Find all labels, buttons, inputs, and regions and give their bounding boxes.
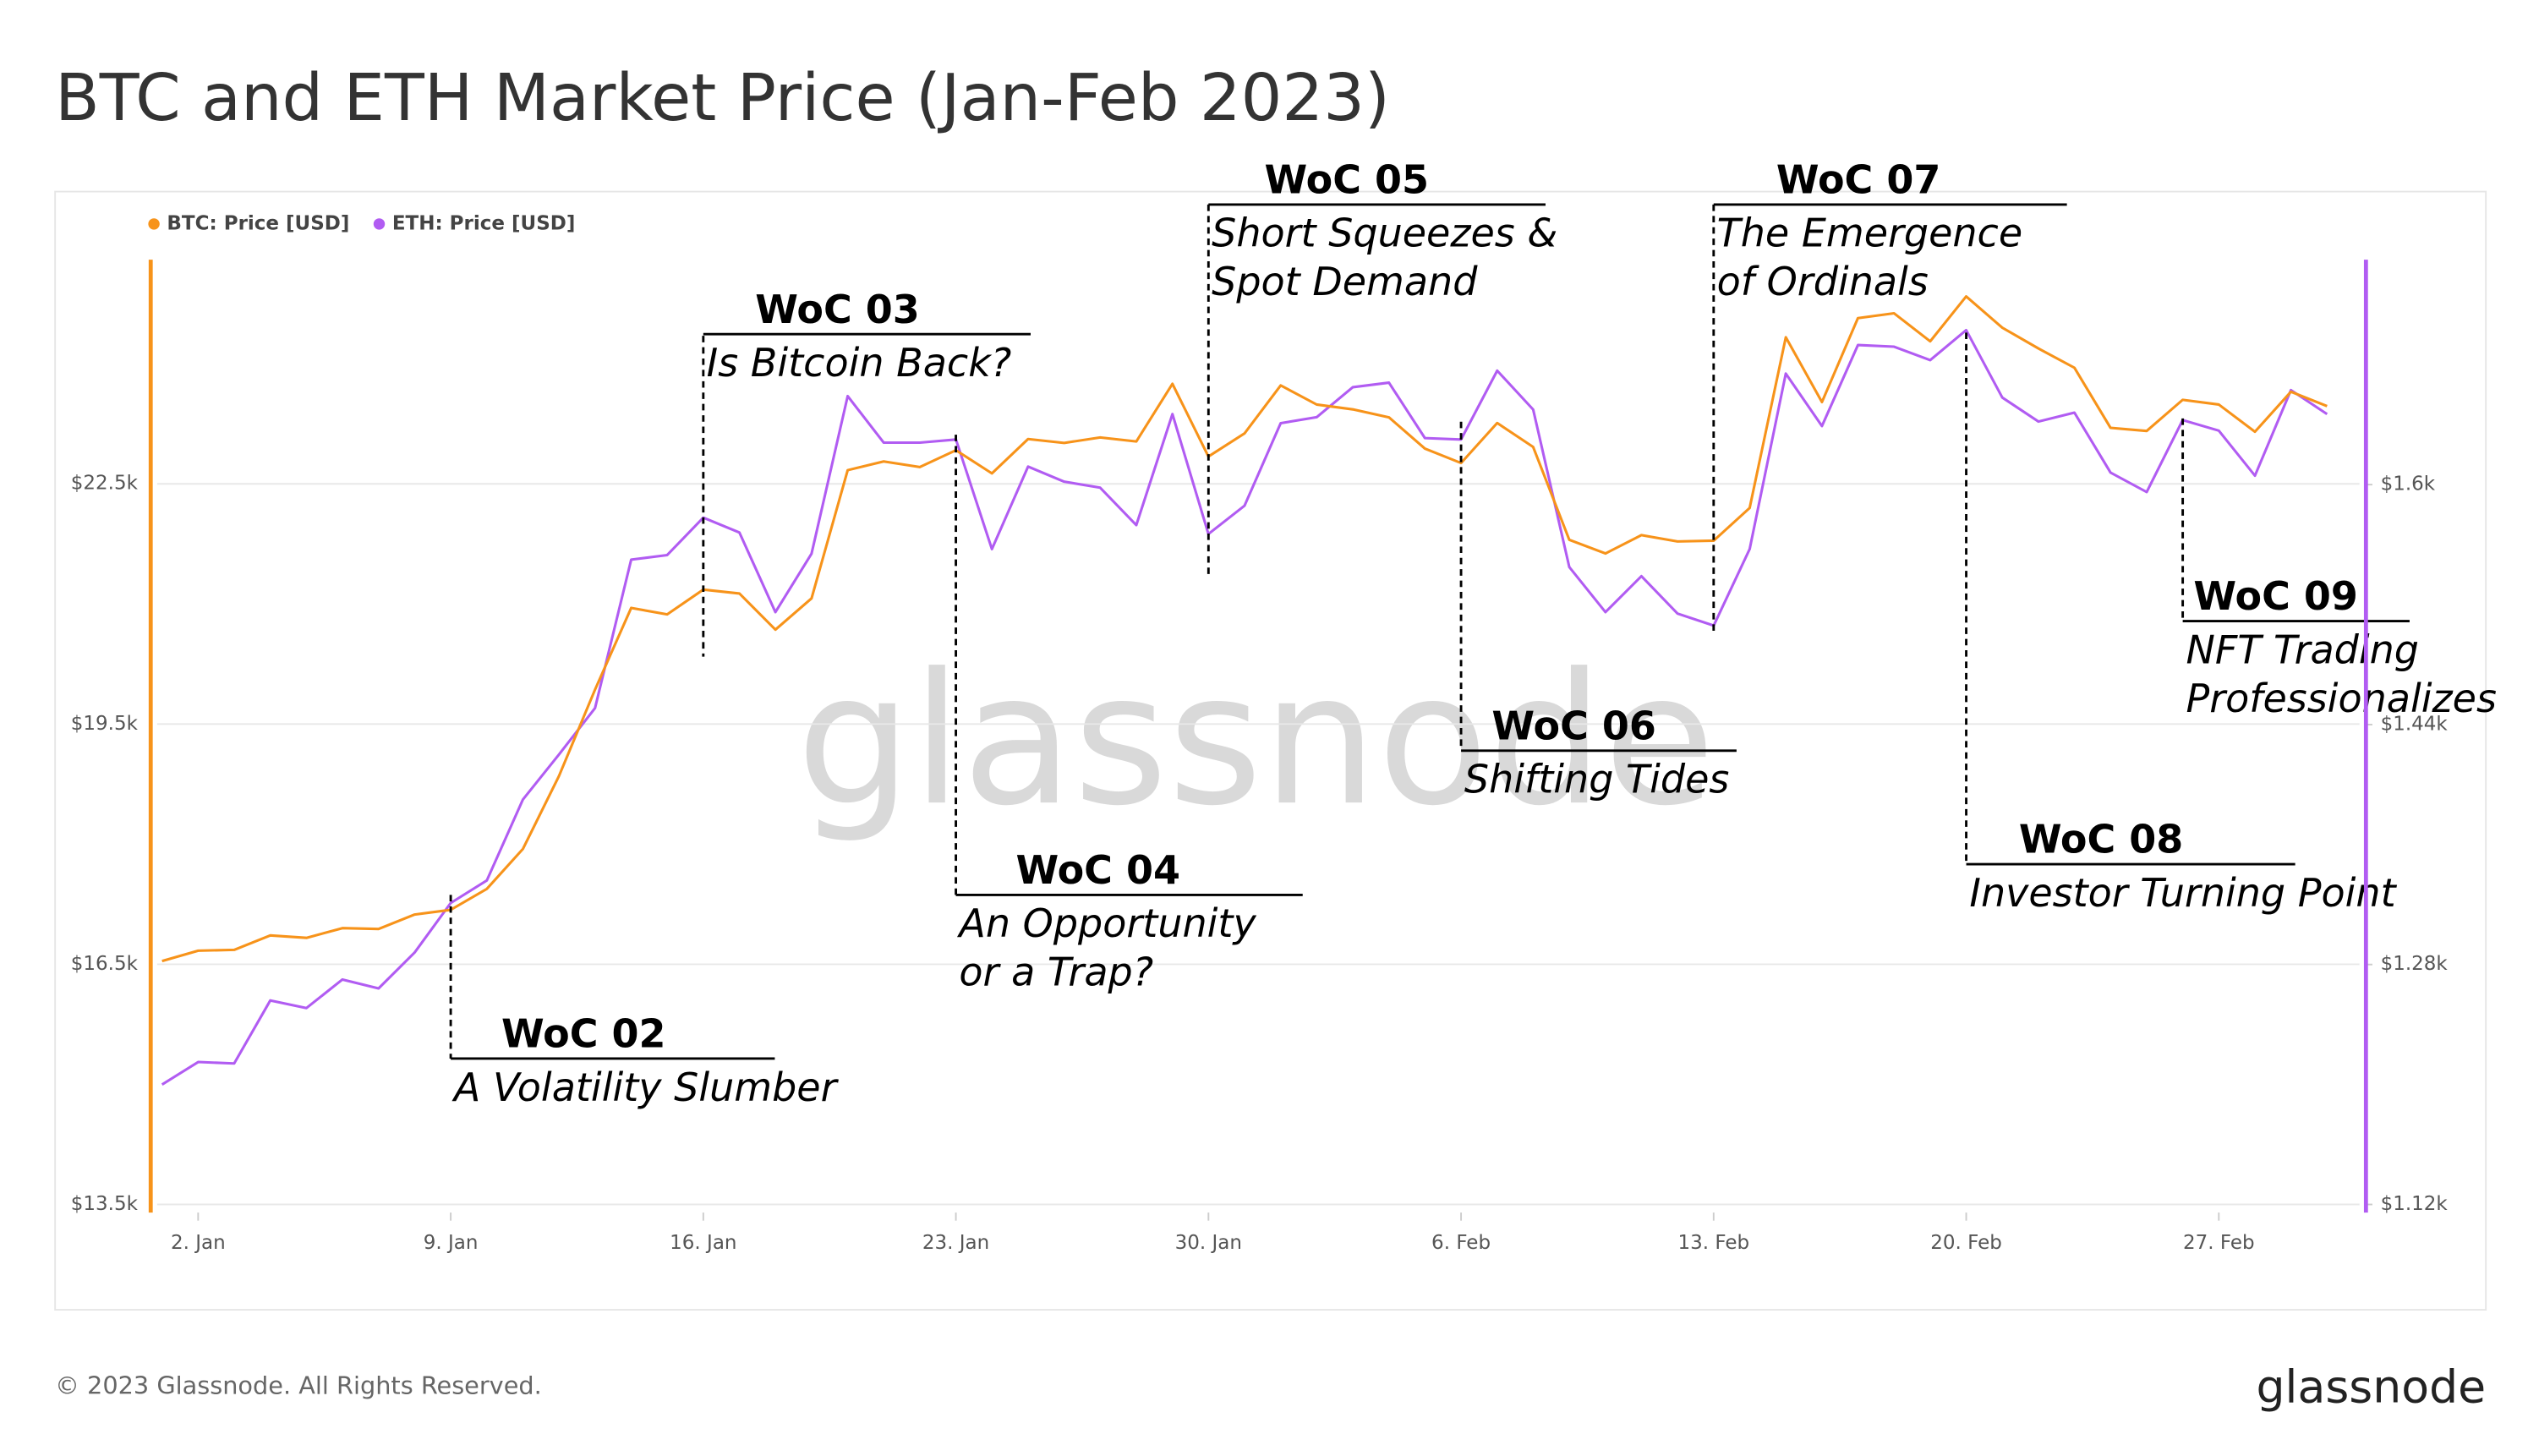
annotation-title: WoC 06: [1491, 703, 1656, 748]
annotation-text: NFT Trading: [2186, 627, 2419, 672]
y-tick-label: $19.5k: [71, 713, 139, 735]
annotation-text: of Ordinals: [1717, 259, 1929, 304]
axes: $13.5k $16.5k $19.5k $22.5k $1.12k $1.28k $1.4…: [71, 212, 2449, 1254]
annotation-text: Shifting Tides: [1464, 757, 1729, 802]
annotation-title: WoC 07: [1776, 157, 1941, 203]
y2-tick-label: $1.44k: [2381, 713, 2449, 735]
annotation-text: A Volatility Slumber: [451, 1065, 840, 1110]
x-tick-label: 20. Feb: [1930, 1232, 2002, 1254]
plot-frame: [54, 190, 2487, 1311]
y2-tick-label: $1.6k: [2381, 473, 2436, 495]
annotation-title: WoC 05: [1265, 157, 1430, 203]
x-tick-label: 23. Jan: [922, 1232, 989, 1254]
y-tick-label: $16.5k: [71, 953, 139, 975]
x-tick-label: 6. Feb: [1431, 1232, 1491, 1254]
annotation-text: An Opportunity: [956, 900, 1256, 946]
annotation-title: WoC 03: [755, 287, 920, 332]
x-tick-label: 13. Feb: [1677, 1232, 1749, 1254]
annotation-text: Short Squeezes &: [1212, 211, 1557, 256]
y-tick-label: $13.5k: [71, 1193, 139, 1215]
annotation-text: The Emergence: [1717, 211, 2023, 256]
annotation-title: WoC 02: [501, 1011, 665, 1057]
footer: © 2023 Glassnode. All Rights Reserved.: [55, 1371, 542, 1400]
series-lines: [161, 295, 2328, 1086]
x-tick-label: 16. Jan: [670, 1232, 736, 1254]
legend-label: ETH: Price [USD]: [392, 212, 576, 234]
series-line: [161, 328, 2328, 1086]
annotations: WoC 02 A Volatility Slumber WoC 03 Is Bitco…: [449, 157, 2497, 1110]
legend-swatch: [148, 218, 160, 230]
annotation-title: WoC 08: [2019, 817, 2184, 862]
annotation-text: Spot Demand: [1212, 259, 1478, 304]
legend-label: BTC: Price [USD]: [167, 212, 349, 234]
annotation-text: Professionalizes: [2186, 676, 2496, 721]
x-tick-label: 27. Feb: [2183, 1232, 2255, 1254]
series-line: [161, 295, 2328, 963]
brand-logo: glassnode: [2256, 1360, 2486, 1413]
x-tick-label: 9. Jan: [424, 1232, 479, 1254]
x-tick-label: 2. Jan: [171, 1232, 226, 1254]
y-tick-label: $22.5k: [71, 473, 139, 495]
annotation-text: or a Trap?: [959, 950, 1153, 995]
legend-swatch: [373, 218, 386, 230]
annotation-title: WoC 09: [2193, 573, 2358, 619]
chart-title: BTC and ETH Market Price (Jan-Feb 2023): [55, 61, 1390, 136]
annotation-text: Is Bitcoin Back?: [707, 340, 1012, 386]
y2-tick-label: $1.12k: [2381, 1193, 2449, 1215]
grid: [156, 483, 2360, 1206]
annotation-text: Investor Turning Point: [1969, 870, 2397, 916]
y2-tick-label: $1.28k: [2381, 953, 2449, 975]
watermark: glassnode: [796, 634, 1715, 846]
annotation-title: WoC 04: [1015, 847, 1180, 893]
x-tick-label: 30. Jan: [1175, 1232, 1242, 1254]
